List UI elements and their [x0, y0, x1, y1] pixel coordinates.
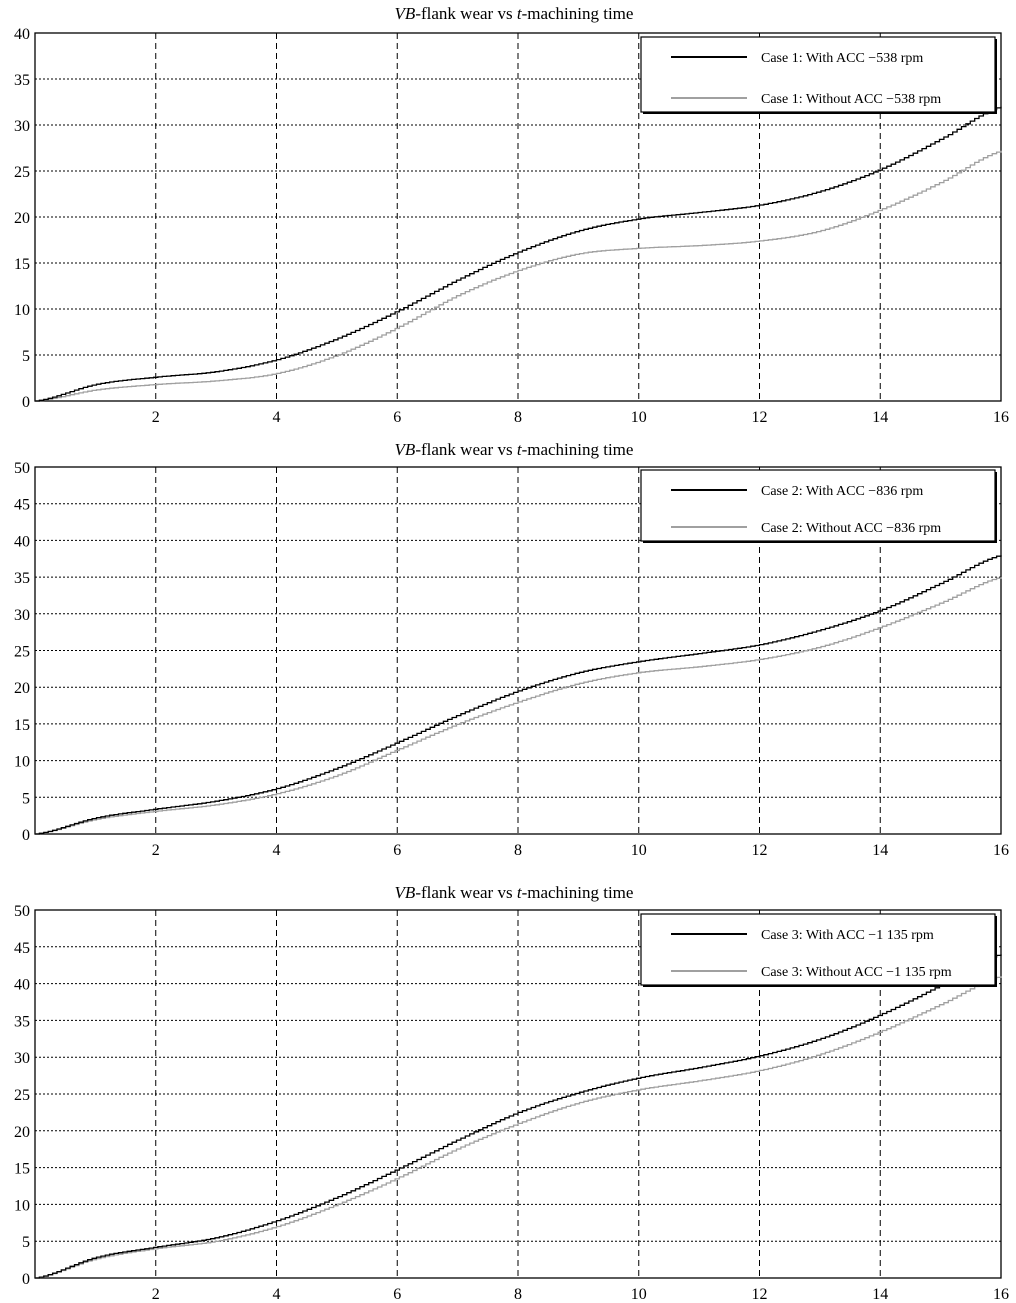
plot-frame — [34, 32, 1002, 402]
y-tick-label: 15 — [14, 717, 30, 734]
chart-title-title-italic-prefix: VB — [395, 440, 416, 459]
y-tick-label: 0 — [22, 394, 30, 411]
series-line-without-acc — [35, 577, 1002, 835]
y-tick-label: 25 — [14, 164, 30, 181]
y-tick-label: 20 — [14, 1124, 30, 1141]
y-tick-label: 20 — [14, 210, 30, 227]
y-tick-label: 10 — [14, 302, 30, 319]
legend: Case 2: With ACC −836 rpm Case 2: Without… — [640, 469, 997, 543]
y-tick-label: 35 — [14, 72, 30, 89]
y-tick-label: 40 — [14, 533, 30, 550]
x-tick-label: 4 — [273, 1286, 281, 1303]
series-line-without-acc — [35, 150, 1002, 402]
x-tick-label: 12 — [752, 1286, 768, 1303]
legend-box — [640, 469, 996, 542]
chart-panel-3: VB-flank wear vs t-machining time 0 5 10 15 2… — [14, 883, 1009, 1303]
chart-title-title-suffix: -machining time — [522, 440, 634, 459]
chart-title-title-suffix: -machining time — [522, 4, 634, 23]
series-line-with-acc — [35, 954, 1002, 1279]
x-tick-label: 2 — [152, 409, 160, 426]
x-tick-label: 16 — [993, 1286, 1009, 1303]
x-tick-label: 8 — [514, 409, 522, 426]
y-tick-label: 10 — [14, 1197, 30, 1214]
legend-label: Case 1: With ACC −538 rpm — [761, 51, 923, 66]
x-tick-label: 6 — [393, 409, 401, 426]
legend-label: Case 2: With ACC −836 rpm — [761, 484, 923, 499]
y-tick-label: 30 — [14, 1050, 30, 1067]
y-tick-label: 5 — [22, 348, 30, 365]
legend: Case 1: With ACC −538 rpm Case 1: Without… — [640, 36, 997, 114]
x-tick-label: 12 — [752, 409, 768, 426]
y-tick-label: 45 — [14, 497, 30, 514]
x-tick-label: 4 — [273, 409, 281, 426]
series-line-with-acc — [35, 555, 1002, 835]
y-tick-label: 25 — [14, 644, 30, 661]
y-tick-label: 5 — [22, 1234, 30, 1251]
legend-box — [640, 36, 996, 113]
y-tick-label: 35 — [14, 1013, 30, 1030]
legend: Case 3: With ACC −1 135 rpm Case 3: Witho… — [640, 913, 997, 987]
x-tick-label: 4 — [273, 842, 281, 859]
y-tick-label: 15 — [14, 256, 30, 273]
y-tick-label: 0 — [22, 1271, 30, 1288]
legend-label: Case 2: Without ACC −836 rpm — [761, 521, 941, 536]
chart-panel-1: VB-flank wear vs t-machining time 0 5 10 15 2… — [14, 4, 1009, 426]
y-tick-label: 40 — [14, 26, 30, 43]
chart-title-title-middle: -flank wear vs — [415, 883, 517, 902]
x-tick-label: 16 — [993, 842, 1009, 859]
x-tick-label: 14 — [872, 1286, 888, 1303]
chart-title-title-italic-var: t — [517, 883, 523, 902]
x-tick-label: 2 — [152, 842, 160, 859]
x-tick-label: 10 — [631, 842, 647, 859]
chart-title-title-italic-prefix: VB — [395, 4, 416, 23]
chart-title-title-italic-var: t — [517, 4, 523, 23]
x-tick-label: 14 — [872, 842, 888, 859]
y-tick-label: 40 — [14, 977, 30, 994]
chart-title-title-suffix: -machining time — [522, 883, 634, 902]
x-tick-label: 6 — [393, 1286, 401, 1303]
y-tick-label: 10 — [14, 754, 30, 771]
series-line-without-acc — [35, 976, 1002, 1279]
chart-title: VB-flank wear vs t-machining time — [395, 440, 634, 459]
x-tick-label: 6 — [393, 842, 401, 859]
plot-frame — [34, 909, 1002, 1279]
y-tick-label: 5 — [22, 790, 30, 807]
y-tick-label: 30 — [14, 607, 30, 624]
chart-title-title-italic-var: t — [517, 440, 523, 459]
y-tick-label: 15 — [14, 1161, 30, 1178]
legend-label: Case 3: Without ACC −1 135 rpm — [761, 965, 952, 980]
chart-title-title-middle: -flank wear vs — [415, 4, 517, 23]
x-tick-label: 2 — [152, 1286, 160, 1303]
legend-box — [640, 913, 996, 986]
x-tick-label: 8 — [514, 842, 522, 859]
chart-title-title-italic-prefix: VB — [395, 883, 416, 902]
y-tick-label: 30 — [14, 118, 30, 135]
y-tick-label: 0 — [22, 827, 30, 844]
y-tick-label: 50 — [14, 903, 30, 920]
y-tick-label: 45 — [14, 940, 30, 957]
y-tick-label: 20 — [14, 680, 30, 697]
x-tick-label: 10 — [631, 409, 647, 426]
chart-panel-2: VB-flank wear vs t-machining time 0 5 10 15 2… — [14, 440, 1009, 859]
y-tick-label: 35 — [14, 570, 30, 587]
legend-label: Case 3: With ACC −1 135 rpm — [761, 928, 934, 943]
chart-title: VB-flank wear vs t-machining time — [395, 883, 634, 902]
chart-title-title-middle: -flank wear vs — [415, 440, 517, 459]
chart-title: VB-flank wear vs t-machining time — [395, 4, 634, 23]
legend-label: Case 1: Without ACC −538 rpm — [761, 92, 941, 107]
x-tick-label: 14 — [872, 409, 888, 426]
x-tick-label: 8 — [514, 1286, 522, 1303]
x-tick-label: 10 — [631, 1286, 647, 1303]
y-tick-label: 25 — [14, 1087, 30, 1104]
x-tick-label: 16 — [993, 409, 1009, 426]
series-line-with-acc — [35, 106, 1002, 402]
x-tick-label: 12 — [752, 842, 768, 859]
y-tick-label: 50 — [14, 460, 30, 477]
plot-frame — [34, 466, 1002, 835]
